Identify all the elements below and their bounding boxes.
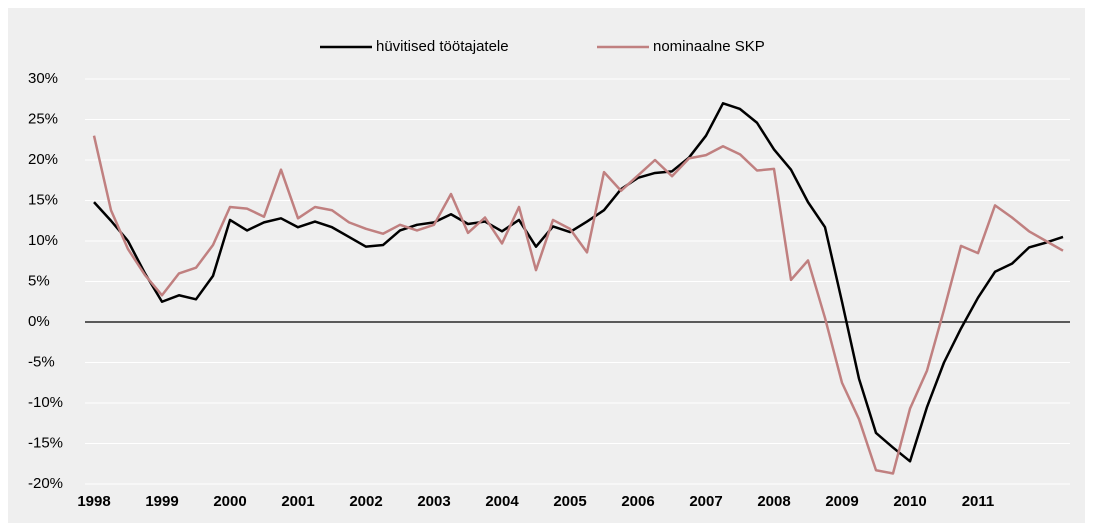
y-tick-label: 20% (28, 151, 58, 168)
y-tick-label: 10% (28, 232, 58, 249)
y-tick-label: -5% (28, 353, 55, 370)
x-tick-label: 2005 (553, 493, 586, 510)
y-tick-label: -15% (28, 434, 63, 451)
x-tick-label: 2007 (689, 493, 722, 510)
y-tick-label: -20% (28, 475, 63, 492)
y-tick-label: 0% (28, 313, 50, 330)
x-tick-label: 2008 (757, 493, 790, 510)
legend-label: hüvitised töötajatele (376, 38, 509, 55)
y-tick-label: 5% (28, 272, 50, 289)
y-tick-label: -10% (28, 394, 63, 411)
x-tick-label: 2003 (417, 493, 450, 510)
x-tick-label: 2006 (621, 493, 654, 510)
x-tick-label: 2001 (281, 493, 314, 510)
legend-label: nominaalne SKP (653, 38, 765, 55)
x-tick-label: 2009 (825, 493, 858, 510)
x-tick-label: 2011 (962, 493, 995, 510)
x-tick-label: 2000 (213, 493, 246, 510)
series-line (92, 135, 1064, 475)
y-tick-label: 15% (28, 191, 58, 208)
chart-background (8, 8, 1085, 523)
x-tick-label: 1999 (145, 493, 178, 510)
x-tick-label: 2002 (349, 493, 382, 510)
x-tick-label: 2004 (485, 493, 519, 510)
series-line (93, 102, 1064, 463)
x-tick-label: 2010 (893, 493, 926, 510)
x-tick-label: 1998 (77, 493, 110, 510)
y-tick-label: 25% (28, 110, 58, 127)
y-tick-label: 30% (28, 70, 58, 87)
